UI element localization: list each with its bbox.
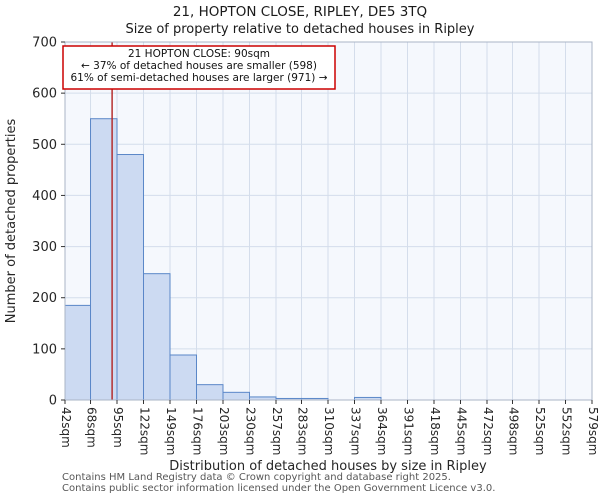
y-tick-label: 300 [32,240,57,255]
x-tick-label: 283sqm [296,407,310,455]
x-tick-label: 418sqm [428,407,442,455]
x-tick-label: 472sqm [481,407,495,455]
plot-area: 0 100 200 300 400 500 600 700 42sqm 68sqm 95sqm 122… [32,36,600,456]
histogram-bar [64,304,92,401]
x-axis-label: Distribution of detached houses by size … [169,459,487,474]
y-tick-label: 400 [32,189,57,204]
x-tick-label: 310sqm [322,407,336,455]
x-tick-label: 498sqm [507,407,521,455]
x-tick-label: 176sqm [191,407,205,455]
x-tick-label: 230sqm [243,407,257,455]
x-tick-label: 42sqm [59,407,73,448]
y-tick-label: 200 [32,291,57,306]
chart-title: 21, HOPTON CLOSE, RIPLEY, DE5 3TQ [173,4,427,20]
annotation-line-3: 61% of semi-detached houses are larger (… [71,72,328,84]
x-tick-label: 552sqm [560,407,574,455]
y-axis-label: Number of detached properties [4,119,19,324]
histogram-bar [116,154,145,401]
histogram-bar [222,391,250,401]
y-tick-label: 100 [32,342,57,357]
x-tick-label: 445sqm [454,407,468,455]
x-tick-label: 337sqm [349,407,363,455]
annotation-callout: 21 HOPTON CLOSE: 90sqm ← 37% of detached… [62,45,336,90]
histogram-bar [143,273,171,401]
x-tick-label: 68sqm [85,407,99,448]
y-tick-label: 700 [32,36,57,51]
annotation-box [62,45,336,90]
y-tick-label: 500 [32,138,57,153]
annotation-line-2: ← 37% of detached houses are smaller (59… [81,60,317,72]
y-tick-label: 600 [32,87,57,102]
x-tick-label: 149sqm [164,407,178,455]
y-tick-label: 0 [49,394,57,409]
x-tick-label: 95sqm [111,407,125,448]
footer-line-2: Contains public sector information licen… [62,483,495,494]
histogram-bar [90,118,118,401]
x-tick-label: 525sqm [533,407,547,455]
x-tick-label: 391sqm [402,407,416,455]
footer-line-1: Contains HM Land Registry data © Crown c… [62,472,451,483]
annotation-line-1: 21 HOPTON CLOSE: 90sqm [128,48,270,60]
histogram-bar [169,354,198,401]
x-tick-label: 122sqm [138,407,152,455]
chart-subtitle: Size of property relative to detached ho… [126,22,475,37]
x-tick-label: 579sqm [586,407,600,455]
x-tick-label: 364sqm [375,407,389,455]
x-tick-label: 257sqm [270,407,284,455]
x-tick-label: 203sqm [217,407,231,455]
histogram-bar [196,384,224,401]
